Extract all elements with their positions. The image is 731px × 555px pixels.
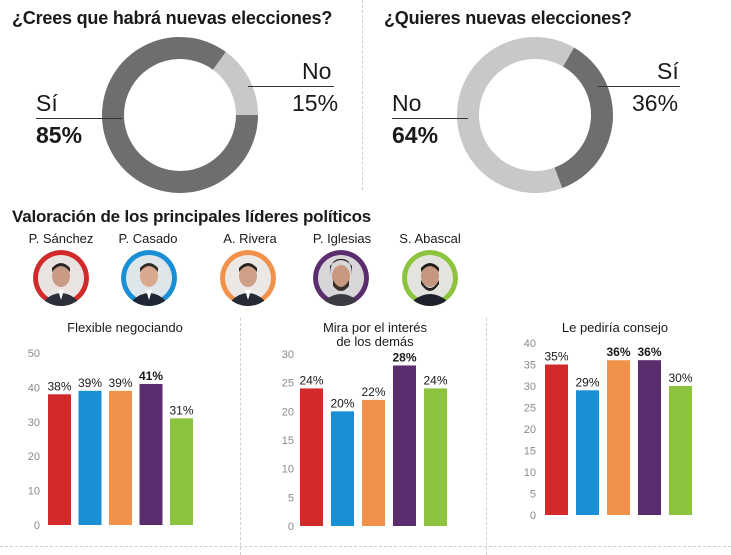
y-tick-label: 20 — [524, 424, 536, 436]
y-tick-label: 0 — [530, 510, 536, 522]
y-tick-label: 30 — [282, 349, 294, 361]
bar-piglesias — [638, 360, 661, 515]
donut2-right-label: Sí — [657, 58, 679, 84]
y-tick-label: 25 — [282, 378, 294, 390]
donut1-title: ¿Crees que habrá nuevas elecciones? — [12, 8, 333, 28]
donut2-left-value: 64% — [392, 122, 439, 148]
bar-value-label: 22% — [361, 385, 385, 399]
bar-pcasado — [576, 390, 599, 515]
bar-value-label: 20% — [330, 396, 354, 410]
bar-sabascal — [669, 386, 692, 515]
bar-arivera — [109, 390, 132, 525]
panel3-title: Le pediría consejo — [561, 320, 669, 335]
bar-psnchez — [300, 388, 323, 526]
leader-name-abascal: S. Abascal — [399, 231, 461, 246]
y-tick-label: 40 — [524, 338, 536, 350]
donut2-right-leader — [598, 86, 680, 87]
donut1-left-leader — [36, 118, 122, 119]
bar-value-label: 31% — [169, 403, 193, 417]
bar-pcasado — [78, 390, 102, 525]
bar-arivera — [607, 360, 630, 515]
bar-value-label: 30% — [668, 371, 692, 385]
bar-value-label: 28% — [392, 350, 416, 364]
bar-chart-consejo: 0 5 10 15 20 25 30 35 40 35% 29% 36% 36% 30% — [524, 338, 693, 522]
bar-value-label: 24% — [299, 373, 323, 387]
panel2-title-line1: Mira por el interés — [322, 320, 428, 335]
avatar-sanchez — [33, 250, 89, 306]
avatar-abascal — [402, 250, 458, 306]
donut2-left-leader — [392, 118, 468, 119]
bar-psnchez — [545, 364, 568, 515]
y-tick-label: 0 — [288, 521, 294, 533]
bar-pcasado — [331, 411, 354, 526]
donut1-right-leader — [248, 86, 334, 87]
donut2-slices — [457, 37, 613, 194]
y-tick-label: 50 — [28, 348, 40, 360]
bar-value-label: 36% — [606, 345, 630, 359]
y-tick-label: 20 — [282, 406, 294, 418]
bar-value-label: 35% — [544, 350, 568, 364]
donut2-right-value: 36% — [632, 90, 679, 116]
bar-piglesias — [139, 383, 163, 525]
bar-value-label: 41% — [139, 369, 163, 383]
avatar-rivera — [220, 250, 276, 306]
top-divider — [362, 0, 363, 190]
panel2-title: Mira por el interés de los demás — [290, 321, 460, 349]
bar-chart-flexible: 0 10 20 30 40 50 38% 39% 39% 41% 31% — [28, 348, 194, 532]
y-tick-label: 30 — [524, 381, 536, 393]
bar-value-label: 24% — [423, 373, 447, 387]
donut1-left-value: 85% — [36, 122, 83, 148]
y-tick-label: 5 — [288, 492, 294, 504]
bar-sabascal — [170, 418, 193, 525]
bar-value-label: 29% — [575, 375, 599, 389]
donut1-slices — [102, 36, 258, 193]
panel-divider-1 — [240, 318, 241, 555]
donut1-chart — [102, 36, 258, 193]
leader-name-iglesias: P. Iglesias — [312, 231, 372, 246]
panel-divider-2 — [486, 318, 487, 555]
bar-arivera — [362, 399, 385, 526]
panel2-title-line2: de los demás — [336, 334, 414, 349]
avatar-casado — [121, 250, 177, 306]
y-tick-label: 40 — [28, 382, 40, 394]
bar-sabascal — [424, 388, 447, 526]
y-tick-label: 10 — [28, 486, 40, 498]
y-tick-label: 15 — [282, 435, 294, 447]
bar-value-label: 38% — [47, 379, 71, 393]
y-tick-label: 30 — [28, 417, 40, 429]
section-title: Valoración de los principales líderes po… — [12, 207, 372, 226]
y-tick-label: 25 — [524, 403, 536, 415]
y-tick-label: 10 — [282, 464, 294, 476]
donut-slice-no — [457, 37, 574, 194]
panel1-title: Flexible negociando — [67, 320, 183, 335]
leader-name-sanchez: P. Sánchez — [28, 231, 94, 246]
bar-piglesias — [393, 365, 416, 526]
bar-value-label: 39% — [78, 376, 102, 390]
donut1-left-label: Sí — [36, 90, 58, 116]
donut1-right-value: 15% — [292, 90, 339, 116]
y-tick-label: 0 — [34, 520, 40, 532]
donut2-left-label: No — [392, 90, 422, 116]
bar-psnchez — [48, 394, 71, 525]
donut-slice-no — [212, 51, 258, 115]
bottom-divider — [0, 546, 731, 547]
donut-slice-s — [554, 47, 613, 189]
donut1-right-label: No — [302, 58, 332, 84]
leader-name-rivera: A. Rivera — [223, 231, 277, 246]
bar-value-label: 39% — [108, 376, 132, 390]
bar-chart-interes: 0 5 10 15 20 25 30 24% 20% 22% 28% 24% — [282, 349, 448, 533]
y-tick-label: 20 — [28, 451, 40, 463]
y-tick-label: 35 — [524, 360, 536, 372]
y-tick-label: 15 — [524, 446, 536, 458]
donut2-chart — [457, 37, 613, 194]
bar-value-label: 36% — [637, 345, 661, 359]
y-tick-label: 5 — [530, 489, 536, 501]
avatar-iglesias — [313, 250, 369, 306]
leader-name-casado: P. Casado — [118, 231, 178, 246]
donut2-title: ¿Quieres nuevas elecciones? — [384, 8, 632, 28]
y-tick-label: 10 — [524, 467, 536, 479]
